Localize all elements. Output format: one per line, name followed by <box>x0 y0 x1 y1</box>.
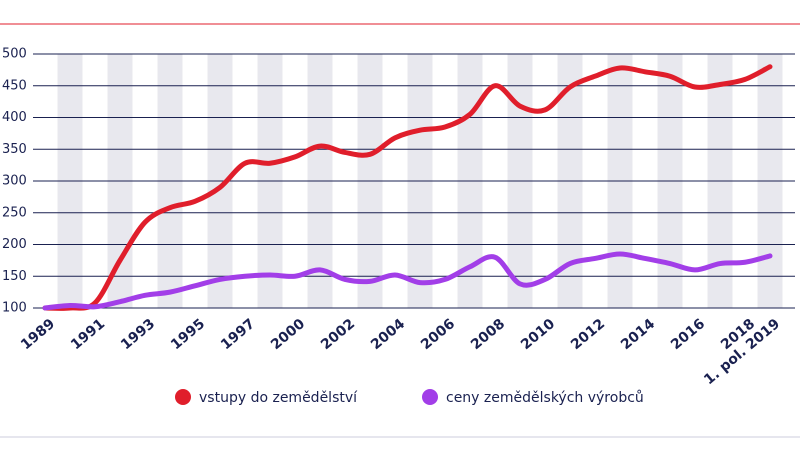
y-tick-label: 350 <box>2 142 27 157</box>
x-tick-label: 1989 <box>18 316 58 353</box>
y-tick-label: 200 <box>2 237 27 252</box>
x-tick-label: 2008 <box>468 316 508 353</box>
y-tick-label: 100 <box>2 301 27 316</box>
x-tick-label: 1997 <box>218 316 258 353</box>
y-tick-label: 450 <box>2 78 27 93</box>
y-tick-label: 500 <box>2 47 27 62</box>
x-tick-label: 1993 <box>118 316 158 353</box>
x-tick-label: 2012 <box>568 316 608 353</box>
y-tick-label: 250 <box>2 205 27 220</box>
series-line <box>42 64 773 311</box>
y-tick-label: 150 <box>2 269 27 284</box>
x-tick-label: 1995 <box>168 316 208 353</box>
y-tick-label: 400 <box>2 110 27 125</box>
x-tick-label: 1991 <box>68 316 108 353</box>
legend-label: vstupy do zemědělství <box>199 390 358 406</box>
x-tick-label: 2014 <box>618 316 658 353</box>
x-tick-label: 2002 <box>318 316 358 353</box>
x-tick-label: 2016 <box>668 316 708 353</box>
x-tick-label: 2006 <box>418 316 458 353</box>
legend-marker <box>175 389 191 405</box>
series-line <box>42 251 773 311</box>
y-tick-label: 300 <box>2 174 27 189</box>
x-tick-label: 2004 <box>368 316 408 353</box>
legend-marker <box>422 389 438 405</box>
legend-label: ceny zemědělských výrobců <box>446 390 644 406</box>
x-tick-label: 2000 <box>268 316 308 353</box>
x-tick-label: 2010 <box>518 316 558 353</box>
